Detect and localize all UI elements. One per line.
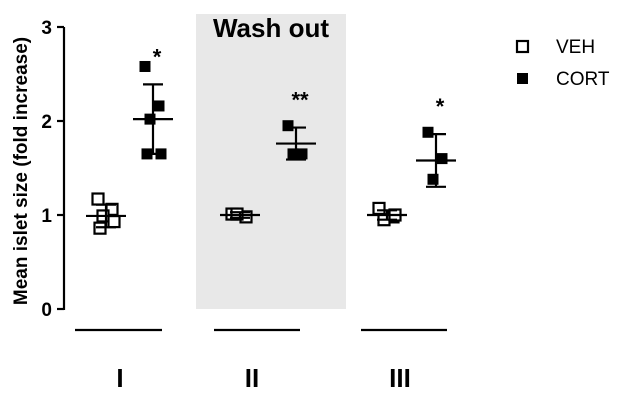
legend-cort-marker [517,73,528,84]
cort-data-point [296,148,308,160]
y-tick-label: 3 [41,18,52,39]
cort-data-point [282,120,294,132]
legend-veh-marker [515,39,530,54]
veh-data-point [91,192,105,206]
period-label-3: III [389,363,411,393]
wash-out-label: Wash out [213,13,329,43]
cort-data-point [153,100,165,112]
legend-layer: VEH CORT [515,37,610,90]
wash-out-shaded-region [196,14,346,309]
significance-marker: * [436,94,445,119]
significance-marker: * [153,44,162,69]
significance-marker: ** [291,88,309,113]
y-axis-layer: 0 1 2 3 Mean islet size (fold increase) [11,18,447,332]
data-marks-layer [86,60,456,235]
y-axis-title: Mean islet size (fold increase) [11,37,32,305]
y-tick-label: 1 [41,206,52,227]
y-tick-label: 0 [41,300,52,321]
legend-label-veh: VEH [556,37,595,58]
cort-data-point [422,126,434,138]
wash-out-region-layer [196,14,346,309]
y-tick-label: 2 [41,112,52,133]
text-layer: Wash out I * II ** III * [116,13,444,393]
cort-data-point [139,60,151,72]
period-label-1: I [116,363,123,393]
cort-data-point [427,173,439,185]
veh-data-point [107,214,121,229]
legend-label-cort: CORT [556,69,610,90]
cort-data-point [287,148,299,160]
period-label-2: II [245,363,259,393]
cort-data-point [436,153,448,165]
veh-data-point [372,201,386,216]
